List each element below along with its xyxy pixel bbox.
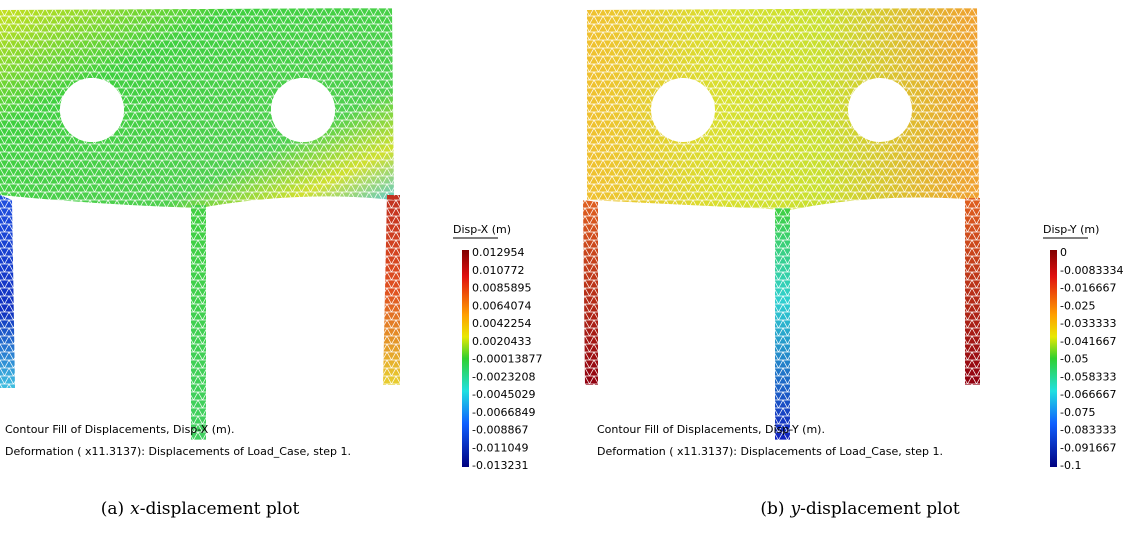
caption-variable: x [130, 499, 140, 519]
legend-label: -0.0083334 [1060, 264, 1123, 277]
legend-label: -0.0045029 [472, 388, 535, 401]
footer-text: Contour Fill of Displacements, Disp-Y (m… [597, 423, 825, 436]
legend: Disp-X (m) 0.012954 0.010772 0.0085895 0.006… [453, 223, 542, 472]
legend-label: -0.013231 [472, 459, 528, 472]
legend-label: 0.0064074 [472, 299, 532, 312]
legend-label: -0.05 [1060, 353, 1088, 366]
legend-label: -0.091667 [1060, 441, 1116, 454]
caption: (a) x-displacement plot [101, 499, 300, 519]
caption-variable: y [789, 499, 800, 519]
legend-label: 0.0020433 [472, 335, 532, 348]
color-bar [1050, 250, 1057, 467]
legend-label: 0 [1060, 246, 1067, 259]
legend: Disp-Y (m) 0 -0.0083334 -0.016667 -0.025 -0.0… [1043, 223, 1123, 472]
mesh-plot-a [0, 8, 400, 440]
footer-text: Deformation ( x11.3137): Displacements o… [597, 445, 943, 458]
caption-text: -displacement plot [140, 499, 300, 519]
footer-text: Deformation ( x11.3137): Displacements o… [5, 445, 351, 458]
mesh-plot-b [583, 8, 980, 440]
legend-label: -0.0066849 [472, 406, 535, 419]
legend-title: Disp-X (m) [453, 223, 511, 236]
legend-label: -0.025 [1060, 299, 1095, 312]
legend-label: -0.1 [1060, 459, 1081, 472]
caption-label: (a) [101, 499, 124, 519]
legend-label: 0.0085895 [472, 282, 532, 295]
legend-label: -0.033333 [1060, 317, 1116, 330]
footer-text: Contour Fill of Displacements, Disp-X (m… [5, 423, 235, 436]
legend-label: -0.075 [1060, 406, 1095, 419]
legend-label: -0.011049 [472, 441, 528, 454]
legend-label: -0.0023208 [472, 370, 535, 383]
legend-label: -0.066667 [1060, 388, 1116, 401]
legend-label: -0.058333 [1060, 370, 1116, 383]
caption-label: (b) [760, 499, 784, 519]
legend-label: 0.010772 [472, 264, 525, 277]
color-bar [462, 250, 469, 467]
legend-label: -0.008867 [472, 424, 528, 437]
legend-label: -0.083333 [1060, 424, 1116, 437]
caption-text: -displacement plot [800, 499, 960, 519]
legend-label: 0.012954 [472, 246, 525, 259]
legend-label: 0.0042254 [472, 317, 532, 330]
legend-label: -0.00013877 [472, 353, 542, 366]
legend-label: -0.016667 [1060, 282, 1116, 295]
caption: (b) y-displacement plot [760, 499, 960, 519]
legend-title: Disp-Y (m) [1043, 223, 1099, 236]
legend-label: -0.041667 [1060, 335, 1116, 348]
